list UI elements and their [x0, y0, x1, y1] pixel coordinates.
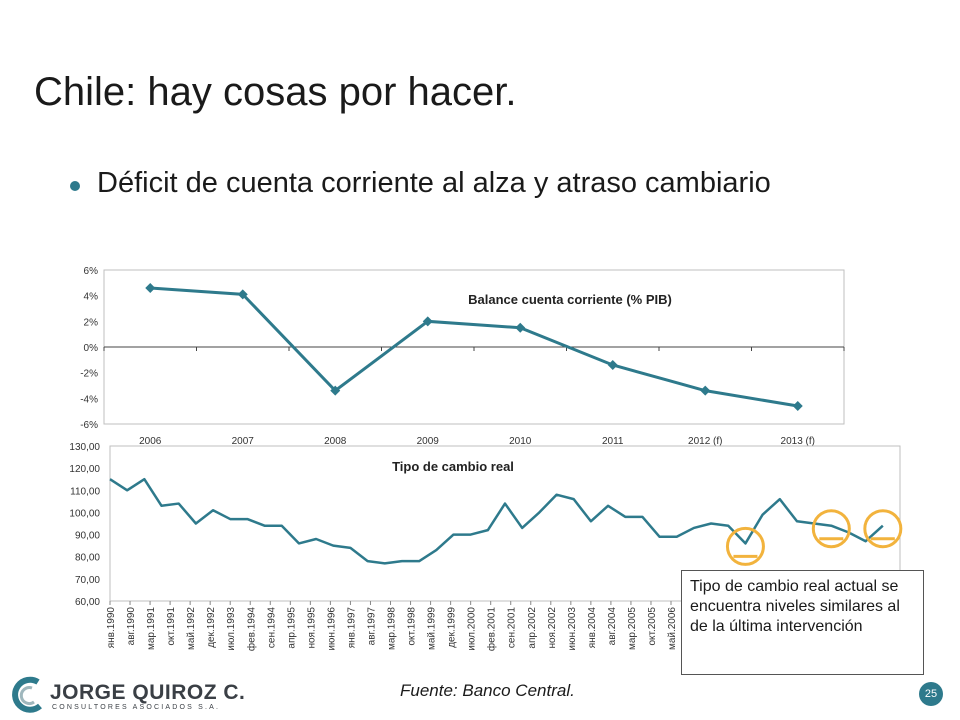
x-tick-label: апр.2002 — [527, 607, 538, 649]
y-tick-label: 90,00 — [75, 531, 100, 542]
x-tick-label: окт.1998 — [407, 607, 418, 646]
y-tick-label: 110,00 — [70, 486, 100, 497]
x-tick-label: дек.1992 — [206, 607, 217, 648]
data-point — [145, 282, 156, 293]
series-line — [109, 477, 884, 565]
highlight-circle — [725, 526, 765, 566]
x-tick-label: мар.1998 — [387, 607, 398, 650]
data-point — [792, 401, 803, 412]
x-tick-label: 2013 (f) — [781, 436, 815, 447]
x-tick-label: 2006 — [139, 436, 162, 447]
logo-subtitle: CONSULTORES ASOCIADOS S.A. — [52, 704, 221, 711]
chart-title: Balance cuenta corriente (% PIB) — [468, 292, 672, 307]
bullet-text: Déficit de cuenta corriente al alza y at… — [97, 167, 771, 199]
x-tick-label: июн.1996 — [326, 607, 337, 651]
data-point — [607, 359, 618, 370]
y-tick-label: 100,00 — [69, 508, 100, 519]
logo-name: JORGE QUIROZ C. — [50, 681, 246, 704]
x-tick-label: апр.1995 — [286, 607, 297, 649]
y-tick-label: 2% — [84, 317, 99, 328]
y-tick-label: 4% — [84, 292, 99, 303]
source-note: Fuente: Banco Central. — [400, 681, 575, 700]
x-tick-label: май.2006 — [667, 607, 678, 650]
x-tick-label: ноя.2002 — [547, 607, 558, 649]
x-tick-label: май.1992 — [186, 607, 197, 650]
y-tick-label: 0% — [84, 343, 99, 354]
y-tick-label: 60,00 — [75, 597, 100, 608]
logo-icon — [12, 676, 42, 713]
x-tick-label: 2008 — [324, 436, 347, 447]
y-tick-label: 80,00 — [75, 553, 100, 564]
x-tick-label: янв.2004 — [587, 607, 598, 649]
x-tick-label: 2007 — [232, 436, 255, 447]
x-tick-label: июл.2000 — [467, 607, 478, 651]
data-point — [515, 322, 526, 333]
x-tick-label: дек.1999 — [447, 607, 458, 648]
x-tick-label: май.1999 — [427, 607, 438, 650]
x-tick-label: ноя.1995 — [306, 607, 317, 649]
x-tick-label: окт.2005 — [647, 607, 658, 646]
x-tick-label: июн.2003 — [567, 607, 578, 651]
x-tick-label: 2010 — [509, 436, 532, 447]
highlight-circle — [811, 509, 851, 549]
x-tick-label: сен.2001 — [507, 607, 518, 649]
x-tick-label: авг.2004 — [607, 607, 618, 646]
highlight-circle — [863, 509, 903, 549]
bullet-item: Déficit de cuenta corriente al alza y at… — [70, 166, 870, 200]
x-tick-label: фев.1994 — [245, 607, 257, 652]
x-tick-label: авг.1997 — [366, 607, 377, 646]
x-tick-label: авг.1990 — [126, 607, 137, 646]
series-line — [150, 286, 798, 408]
slide-title: Chile: hay cosas por hacer. — [34, 70, 517, 114]
x-tick-label: 2012 (f) — [688, 436, 722, 447]
y-tick-label: -4% — [80, 394, 98, 405]
x-tick-label: мар.1991 — [146, 607, 157, 650]
page-number: 25 — [919, 682, 943, 706]
x-tick-label: сен.1994 — [266, 607, 277, 649]
x-tick-label: 2009 — [417, 436, 440, 447]
chart-title: Tipo de cambio real — [392, 459, 514, 474]
y-tick-label: 130,00 — [69, 442, 100, 453]
data-point — [700, 385, 711, 396]
x-tick-label: июл.1993 — [226, 607, 237, 651]
data-point — [330, 385, 341, 396]
bullet-dot-icon — [70, 181, 80, 191]
y-tick-label: 6% — [84, 266, 99, 277]
data-point — [237, 289, 248, 300]
y-tick-label: -2% — [80, 369, 98, 380]
x-tick-label: янв.1990 — [106, 607, 117, 649]
y-tick-label: -6% — [80, 420, 98, 431]
y-tick-label: 120,00 — [69, 464, 100, 475]
x-tick-label: 2011 — [602, 436, 624, 447]
x-tick-label: окт.1991 — [166, 607, 177, 646]
y-tick-label: 70,00 — [75, 575, 100, 586]
company-logo: JORGE QUIROZ C. CONSULTORES ASOCIADOS S.… — [10, 676, 250, 716]
x-tick-label: мар.2005 — [627, 607, 638, 650]
x-tick-label: янв.1997 — [346, 607, 357, 649]
callout-box: Tipo de cambio real actual se encuentra … — [681, 570, 924, 675]
x-tick-label: фев.2001 — [486, 607, 498, 652]
data-point — [422, 316, 433, 327]
